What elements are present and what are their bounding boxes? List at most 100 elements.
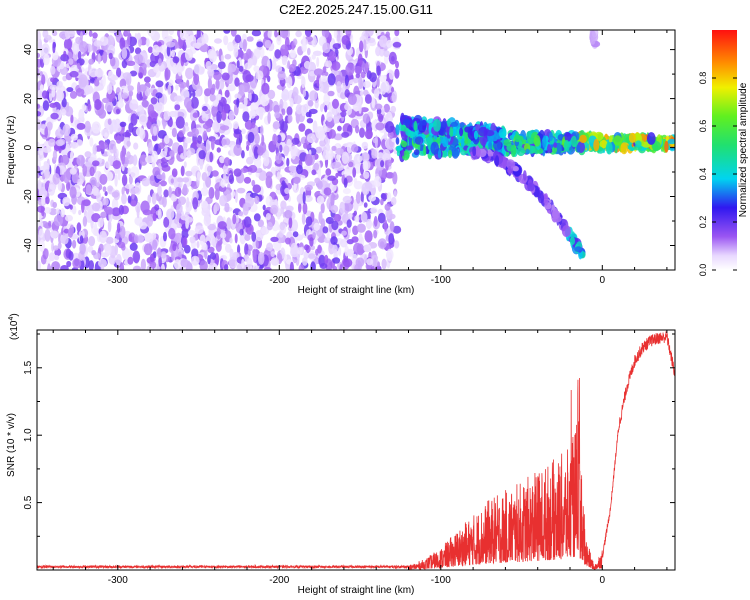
heatmap-blob [332,98,339,109]
y-tick-label: 40 [23,44,34,56]
heatmap-blob [261,226,270,235]
heatmap-blob [155,92,163,99]
heatmap-blob [374,135,378,149]
heatmap-blob [362,113,370,124]
heatmap-blob [385,121,395,133]
heatmap-blob [309,90,318,101]
snr-x-label: Height of straight line (km) [298,585,415,596]
heatmap-blob [146,265,151,270]
heatmap-blob [199,260,208,270]
heatmap-blob [252,55,258,66]
heatmap-blob [421,120,427,126]
heatmap-blob [73,44,78,55]
heatmap-blob [145,38,150,47]
heatmap-blob [380,82,387,95]
heatmap-blob [122,72,132,79]
heatmap-blob [200,187,209,197]
heatmap-blob [305,216,313,227]
heatmap-blob [243,96,248,107]
heatmap-blob [196,30,201,40]
heatmap-blob [228,110,235,121]
heatmap-blob [369,72,377,83]
heatmap-blob [128,36,137,47]
heatmap-blob [48,220,52,227]
heatmap-blob [423,144,427,156]
heatmap-blob [112,145,117,154]
heatmap-blob [494,155,500,167]
heatmap-blob [127,195,131,204]
heatmap-blob [179,30,187,41]
heatmap-blob [104,206,113,214]
heatmap-blob [383,130,387,141]
heatmap-blob [169,150,175,157]
heatmap-blob [291,42,295,51]
heatmap-blob [76,122,86,130]
heatmap-blob [228,63,237,73]
heatmap-blob [37,52,41,58]
heatmap-blob [75,87,85,97]
heatmap-blob [561,225,572,237]
heatmap-blob [57,242,62,250]
heatmap-blob [361,141,369,150]
heatmap-blob [176,203,183,214]
heatmap-blob [96,181,100,188]
heatmap-blob [280,44,289,56]
heatmap-blob [93,78,100,87]
heatmap-blob [385,172,395,179]
heatmap-blob [391,90,398,103]
heatmap-blob [352,77,359,84]
heatmap-blob [160,251,167,259]
heatmap-blob [302,257,308,266]
heatmap-blob [267,89,276,100]
heatmap-blob [190,255,200,266]
heatmap-blob [242,70,252,83]
heatmap-blob [60,265,69,270]
colorbar-ticks: 0.0 0.2 0.4 0.6 0.8 [698,72,737,277]
heatmap-blob [574,246,583,253]
heatmap-blob [76,154,86,167]
heatmap-blob [171,168,178,178]
heatmap-blob [214,38,222,44]
heatmap-blob [117,169,121,181]
heatmap-blob [163,110,171,121]
heatmap-blob [392,41,402,48]
heatmap-blob [155,143,158,152]
heatmap-blob [37,179,42,190]
heatmap-blob [358,233,363,245]
heatmap-blob [227,41,234,52]
heatmap-blob [147,141,153,155]
heatmap-blob [211,83,216,93]
heatmap-blob [171,127,177,138]
heatmap-blob [284,209,293,219]
heatmap-blob [301,213,306,225]
heatmap-blob [395,124,400,136]
heatmap-blob [368,194,376,202]
heatmap-blob [152,126,158,136]
heatmap-blob [183,97,192,109]
heatmap-blob [273,104,280,114]
heatmap-blob [75,36,82,45]
heatmap-blob [485,130,495,137]
colorbar-tick-label: 0.2 [698,216,708,229]
heatmap-blob [579,134,587,144]
heatmap-blob [318,211,323,224]
heatmap-blob [252,250,257,263]
heatmap-blob [547,144,551,153]
heatmap-blob [192,90,196,98]
heatmap-blob [362,80,371,88]
y-tick-label: 0 [23,144,34,150]
heatmap-blob [55,208,60,215]
heatmap-blob [102,186,107,192]
colorbar-tick-label: 0.0 [698,264,708,277]
snr-scale-end: ) [9,313,20,316]
heatmap-blob [273,135,279,142]
y-tick-label: 20 [23,93,34,105]
heatmap-blob [78,74,88,88]
heatmap-blob [563,140,570,152]
heatmap-blob [331,145,337,151]
x-tick-label: -300 [108,275,128,286]
heatmap-blob [328,129,336,139]
heatmap-blob [112,160,122,170]
heatmap-blob [337,247,342,257]
heatmap-blob [233,168,242,177]
